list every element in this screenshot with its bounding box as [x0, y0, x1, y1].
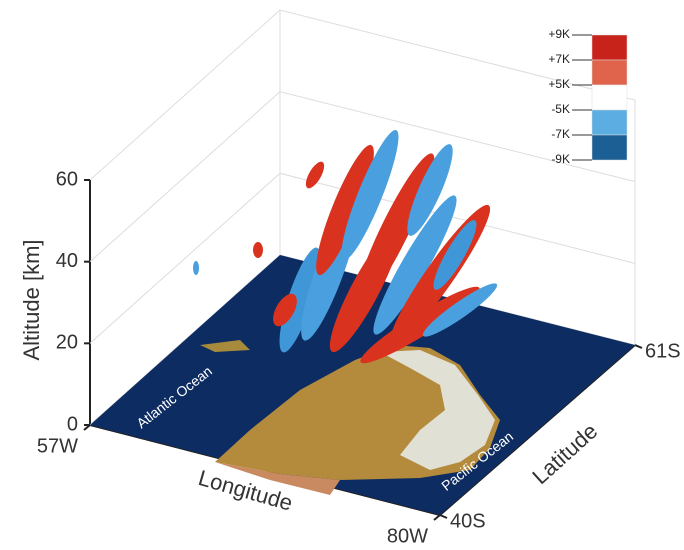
grid-line	[89, 91, 636, 263]
blob	[316, 144, 374, 276]
land	[200, 340, 250, 352]
colorbar-segment	[591, 134, 628, 161]
grid-line	[89, 172, 636, 344]
map-floor	[90, 255, 635, 515]
colorbar-segment	[591, 34, 628, 61]
y-tick-label: 61S	[645, 340, 681, 362]
blob	[329, 227, 401, 353]
blob	[341, 129, 399, 261]
colorbar-segment	[591, 109, 628, 136]
colorbar-label: -5K	[551, 102, 570, 116]
x-tick-label: 57W	[37, 435, 78, 457]
blob	[193, 261, 199, 275]
tick-mark	[433, 514, 441, 521]
colorbar: +9K +7K +5K -5K -7K -9K	[548, 27, 628, 166]
colorbar-label: +9K	[548, 27, 570, 41]
colorbar-segment	[591, 59, 628, 86]
z-tick-label: 40	[56, 250, 78, 272]
tick-mark	[634, 344, 643, 349]
tick-mark	[439, 514, 448, 519]
blob	[273, 293, 297, 327]
blob	[279, 247, 321, 353]
z-axis-label: Altitude [km]	[19, 239, 44, 360]
andes	[380, 350, 495, 470]
z-tick-label: 60	[56, 168, 78, 190]
blob	[373, 195, 457, 335]
blob	[407, 144, 453, 236]
land	[215, 462, 340, 495]
colorbar-label: +5K	[548, 77, 570, 91]
blob	[253, 242, 263, 258]
z-tick-label: 0	[67, 413, 78, 435]
z-tick-label: 20	[56, 332, 78, 354]
blob	[433, 220, 477, 290]
colorbar-label: -9K	[551, 152, 570, 166]
colorbar-label: +7K	[548, 52, 570, 66]
grid-line	[89, 9, 636, 181]
colorbar-label: -7K	[551, 127, 570, 141]
blob	[305, 161, 325, 189]
blob	[360, 286, 480, 364]
blob	[422, 283, 498, 337]
colorbar-segment	[591, 84, 628, 111]
tick-mark	[83, 424, 91, 431]
y-tick-label: 40S	[450, 510, 486, 532]
isosurfaces	[193, 129, 498, 364]
x-tick-label: 80W	[387, 525, 428, 547]
